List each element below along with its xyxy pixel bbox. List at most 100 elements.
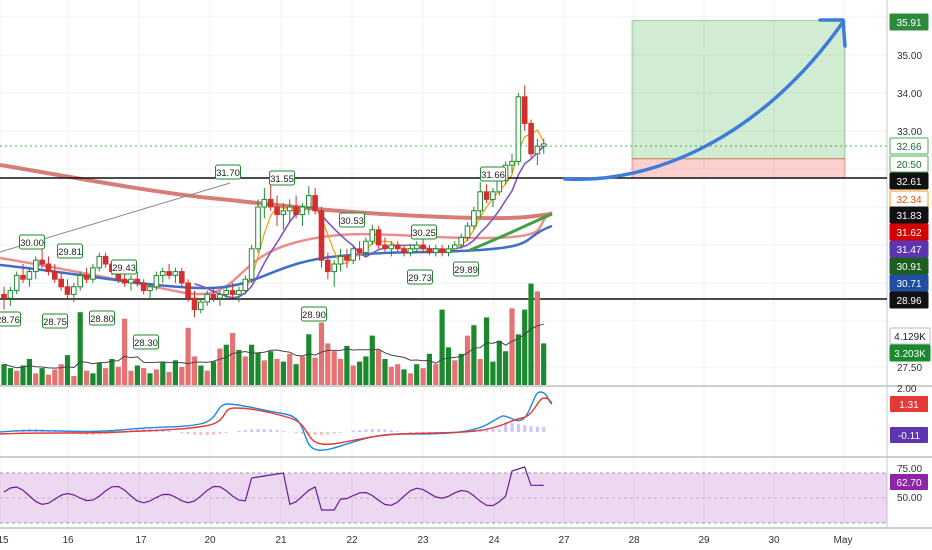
price-tag-label: 32.61 [896,177,921,188]
volume-bar [509,308,515,385]
candle-body [153,274,160,288]
time-tick-label: 23 [417,535,429,546]
candle-body [337,255,344,265]
volume-bar [109,359,115,385]
price-tag-label: 32.34 [896,195,921,206]
projection-arrow[interactable] [563,18,847,182]
swing-label-box [0,311,21,327]
macd-histogram-bar [339,432,342,433]
candle-body [401,248,407,254]
candle-body [223,290,229,295]
macd-histogram-bar [218,432,222,434]
macd-histogram-bar [396,431,400,432]
volume-bar [280,361,286,385]
volume-bar [464,335,471,385]
candle-body [528,122,534,155]
volume-bar [477,359,483,385]
candle-body [242,278,249,292]
price-tag [889,172,929,190]
candle-body [52,271,58,280]
time-axis[interactable]: 15 16 17 20 21 22 23 24 27 28 29 30 May [0,535,852,546]
macd-tag [890,396,928,412]
macd-histogram-bar [383,429,387,432]
price-tag [889,13,929,31]
price-tick-label: 35.00 [897,51,922,62]
volume-bar [26,359,32,385]
macd-histogram-bar [516,424,520,432]
volume-bar [318,322,325,385]
candle-body [445,248,452,254]
candle-body [33,259,39,273]
price-tick-label: 33.00 [897,127,922,138]
ma-fast-line [194,145,545,299]
swing-label: 30.00 [20,238,44,249]
volume-bar [344,346,350,385]
long-position-tool[interactable] [631,19,846,179]
price-tag-label: 28.96 [896,296,921,307]
macd-histogram-bar [535,426,539,432]
candle-body [344,255,350,261]
swing-label: 28.75 [43,317,67,328]
volume-bar [274,359,280,385]
macd-histogram-bar [364,429,368,432]
candle-body [369,229,376,242]
volume-bar [122,318,128,385]
volume-bar [255,352,261,385]
time-tick-label: May [834,535,853,546]
arrow-curve [563,20,845,182]
macd-histogram-bar [504,422,508,432]
swing-label: 28.90 [302,310,326,321]
volume-tag [889,344,931,362]
horizontal-levels[interactable] [0,145,887,300]
rsi-pane [0,466,887,524]
volume-bar [496,340,502,385]
price-tag-label: 35.91 [896,18,921,29]
macd-line [0,391,553,451]
macd-histogram-bar [358,430,362,432]
swing-labels: 30.00 29.81 29.43 31.70 31.55 30.53 30.25 31.66… [0,164,506,350]
swing-label-box [407,269,433,285]
volume-bar [433,364,439,385]
volume-bar [115,366,121,385]
volume-bar [261,360,267,385]
candle-body [433,248,439,254]
candle-body [325,259,331,273]
time-tick-label: 21 [275,535,287,546]
price-tag-label: 31.62 [896,228,921,239]
macd-histogram-bar [332,432,336,434]
macd-histogram-bar [313,432,317,435]
candle-body [356,248,363,254]
swing-label-box [339,212,365,228]
candle-body [248,248,255,280]
time-tick-label: 30 [768,535,780,546]
price-axis[interactable]: 35.00 34.00 33.00 27.50 35.91 32.66 20:50 32.61… [889,13,931,504]
volume-bar [96,362,102,385]
volume-bar [293,364,299,385]
price-tag-label: 20:50 [896,160,921,171]
macd-histogram-bar [262,429,266,432]
swing-label-box [133,334,159,350]
volume-bar [242,356,248,385]
candle-body [382,244,388,250]
rsi-tag-label: 62.70 [896,478,921,489]
volume-bar [204,370,210,385]
volume-bar [172,360,178,385]
price-tag [889,257,929,275]
candle-body [363,240,369,254]
price-tag [889,155,929,173]
macd-histogram-bar [161,430,165,432]
candle-body [198,301,204,311]
volume-tag-label: 4.129K [894,332,926,343]
volume-bar [350,365,356,385]
swing-label: 29.73 [408,273,432,284]
candle-body [77,274,84,288]
candle-body [280,210,287,216]
macd-pane [0,391,553,451]
volume-bar [452,360,458,385]
price-tag [889,291,929,309]
candle-body [217,293,223,299]
macd-histogram-bar [529,426,533,432]
volume-bar [134,365,140,385]
volume-bar [230,333,236,385]
